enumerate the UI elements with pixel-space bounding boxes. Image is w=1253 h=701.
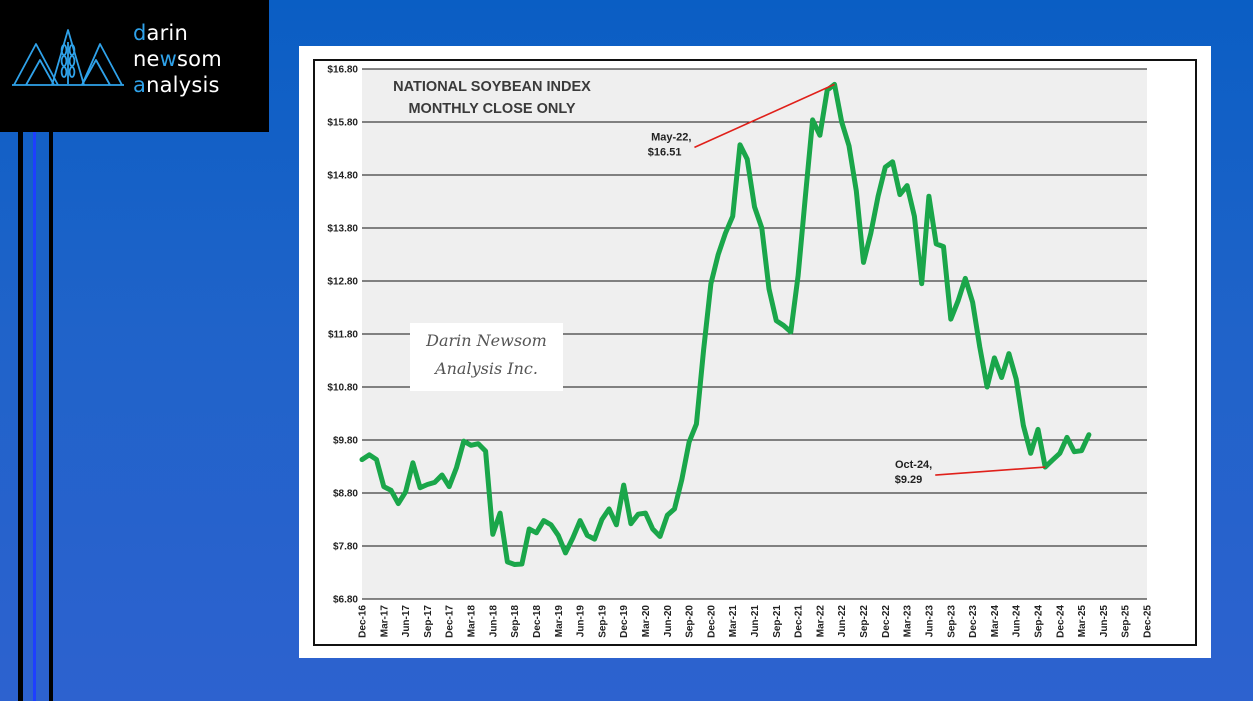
x-tick-label: Mar-20	[641, 605, 652, 638]
y-tick-label: $9.80	[333, 436, 358, 447]
x-tick-label: Sep-17	[423, 605, 434, 638]
x-tick-label: Mar-24	[990, 605, 1001, 638]
x-tick-label: Sep-23	[946, 605, 957, 638]
x-tick-label: Jun-23	[924, 605, 935, 638]
y-tick-label: $8.80	[333, 489, 358, 500]
x-tick-label: Mar-17	[379, 605, 390, 638]
annotation-label-2: $9.29	[895, 474, 923, 486]
x-tick-label: Jun-17	[401, 605, 412, 638]
series-line	[359, 81, 1092, 567]
x-tick-label: Jun-22	[837, 605, 848, 638]
x-tick-label: Jun-21	[750, 605, 761, 638]
y-tick-label: $6.80	[333, 595, 358, 606]
logo-line-2: newsom	[133, 47, 222, 71]
annotation-line	[694, 83, 835, 149]
decorative-stripe	[18, 132, 23, 701]
annotation-label-1: May-22,	[651, 131, 691, 143]
y-tick-label: $16.80	[327, 65, 358, 76]
x-tick-label: Sep-25	[1121, 605, 1132, 638]
x-tick-label: Mar-25	[1077, 605, 1088, 638]
logo-panel: darin newsom analysis	[0, 0, 269, 132]
y-tick-label: $13.80	[327, 224, 358, 235]
x-tick-label: Dec-24	[1055, 605, 1066, 638]
x-tick-label: Jun-24	[1012, 605, 1023, 638]
x-tick-label: Dec-19	[619, 605, 630, 638]
x-tick-label: Jun-19	[576, 605, 587, 638]
watermark: Darin Newsom Analysis Inc.	[410, 323, 563, 391]
x-tick-label: Sep-20	[685, 605, 696, 638]
x-tick-label: Jun-18	[488, 605, 499, 638]
x-tick-label: Dec-20	[706, 605, 717, 638]
y-tick-label: $7.80	[333, 542, 358, 553]
x-tick-label: Dec-22	[881, 605, 892, 638]
x-tick-label: Mar-22	[815, 605, 826, 638]
decorative-stripe	[49, 132, 53, 701]
logo-line-3: analysis	[133, 73, 220, 97]
x-tick-label: Mar-19	[554, 605, 565, 638]
x-tick-label: Dec-25	[1143, 605, 1154, 638]
chart-title-line-1: NATIONAL SOYBEAN INDEX	[393, 79, 591, 95]
x-tick-label: Sep-24	[1033, 605, 1044, 638]
x-tick-label: Sep-21	[772, 605, 783, 638]
annotation-line	[935, 466, 1046, 476]
watermark-line-1: Darin Newsom	[426, 331, 547, 350]
y-tick-label: $10.80	[327, 383, 358, 394]
y-tick-label: $12.80	[327, 277, 358, 288]
logo-line-1: darin	[133, 21, 188, 45]
chart-title-line-2: MONTHLY CLOSE ONLY	[408, 101, 575, 117]
x-tick-label: Jun-20	[663, 605, 674, 638]
x-tick-label: Jun-25	[1099, 605, 1110, 638]
x-tick-label: Dec-16	[358, 605, 369, 638]
y-tick-label: $11.80	[328, 330, 358, 341]
x-tick-label: Sep-18	[510, 605, 521, 638]
annotation-label-2: $16.51	[648, 146, 682, 158]
decorative-stripe	[33, 132, 36, 701]
watermark-line-2: Analysis Inc.	[435, 359, 538, 378]
x-tick-label: Dec-23	[968, 605, 979, 638]
x-tick-label: Mar-18	[467, 605, 478, 638]
x-tick-label: Sep-19	[597, 605, 608, 638]
mountain-wheat-icon	[12, 29, 124, 86]
x-tick-label: Dec-21	[794, 605, 805, 638]
y-tick-label: $14.80	[327, 171, 358, 182]
x-tick-label: Dec-17	[445, 605, 456, 638]
logo-wordmark: darin newsom analysis	[133, 20, 222, 98]
y-tick-label: $15.80	[327, 118, 358, 129]
x-tick-label: Mar-23	[903, 605, 914, 638]
annotation-label-1: Oct-24,	[895, 459, 932, 471]
x-tick-label: Dec-18	[532, 605, 543, 638]
x-tick-label: Sep-22	[859, 605, 870, 638]
x-tick-label: Mar-21	[728, 605, 739, 638]
